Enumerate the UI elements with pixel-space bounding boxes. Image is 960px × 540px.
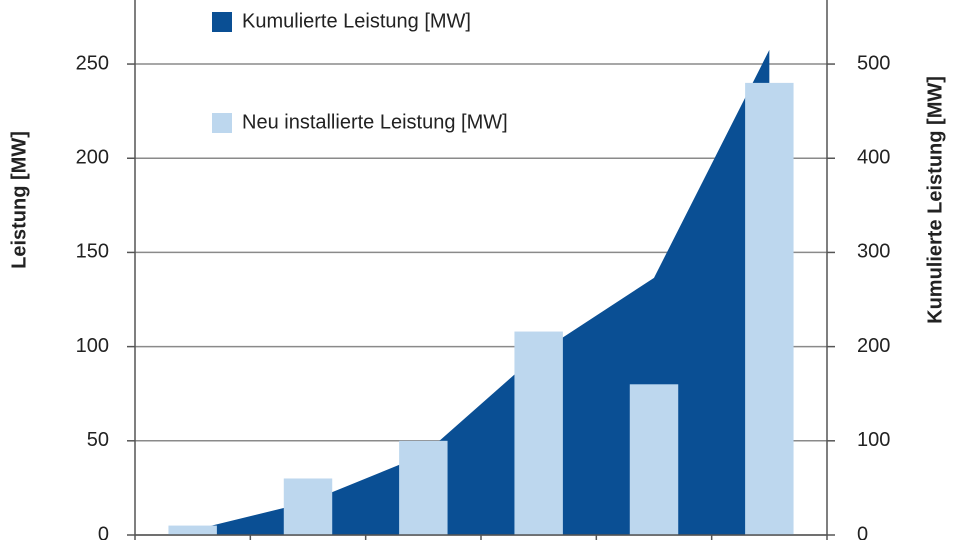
bar	[514, 331, 563, 535]
area	[192, 49, 770, 535]
bar	[168, 525, 217, 535]
y2-tick-label: 500	[857, 52, 890, 74]
y2-tick-label: 300	[857, 241, 890, 263]
y2-tick-label: 400	[857, 147, 890, 169]
y-tick-label: 0	[98, 523, 109, 540]
y2-tick-label: 200	[857, 335, 890, 357]
bar	[399, 440, 448, 535]
bar	[745, 82, 794, 535]
y2-axis-title: Kumulierte Leistung [MW]	[924, 76, 946, 324]
legend-swatch	[212, 113, 232, 133]
y-tick-label: 250	[76, 52, 109, 74]
y2-tick-label: 0	[857, 523, 868, 540]
bar	[629, 384, 679, 535]
legend-label: Neu installierte Leistung [MW]	[242, 111, 508, 133]
legend-label: Kumulierte Leistung [MW]	[242, 10, 471, 32]
bar	[283, 478, 333, 535]
y-axis-title: Leistung [MW]	[8, 131, 30, 269]
legend-swatch	[212, 12, 232, 32]
y-tick-label: 100	[76, 335, 109, 357]
y2-tick-label: 100	[857, 429, 890, 451]
y-tick-label: 200	[76, 147, 109, 169]
y-tick-label: 50	[87, 429, 109, 451]
y-tick-label: 150	[76, 241, 109, 263]
